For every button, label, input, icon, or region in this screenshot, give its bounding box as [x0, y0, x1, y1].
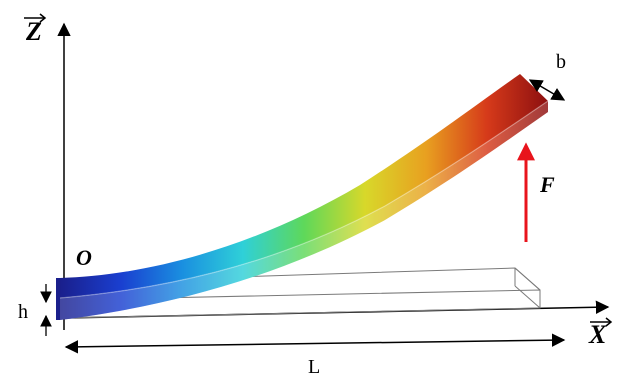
force-arrow: F — [517, 142, 555, 242]
svg-text:Z: Z — [25, 17, 42, 46]
deformed-beam — [56, 74, 549, 320]
length-dimension: L — [64, 333, 566, 375]
svg-text:X: X — [588, 320, 607, 349]
x-axis-label: X — [588, 317, 613, 349]
z-axis-label: Z — [24, 13, 47, 46]
beam-top-face — [60, 74, 548, 298]
width-label: b — [556, 51, 566, 73]
height-dimension: h — [18, 284, 52, 336]
beam-fixed-end — [56, 278, 60, 320]
beam-front-face — [60, 101, 548, 320]
height-label: h — [18, 301, 28, 323]
length-label: L — [308, 356, 320, 375]
width-dimension: b — [528, 51, 566, 101]
force-label: F — [539, 172, 555, 197]
origin-label: O — [76, 245, 92, 270]
